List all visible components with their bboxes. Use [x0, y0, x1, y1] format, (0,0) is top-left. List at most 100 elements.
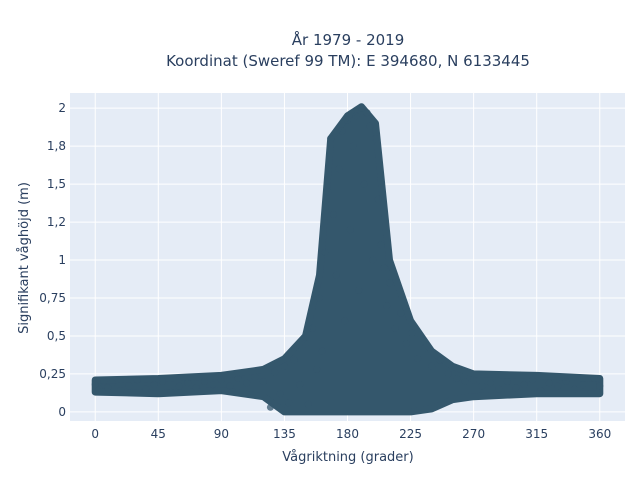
scatter-point: [529, 376, 536, 384]
x-axis-ticks: 0 45 90 135 180 225 270 315 360: [91, 427, 611, 441]
scatter-point: [503, 378, 511, 385]
x-tick-label: 0: [91, 427, 99, 441]
x-axis-label: Vågriktning (grader): [282, 450, 413, 465]
scatter-point: [234, 375, 242, 382]
scatter-point: [346, 226, 354, 234]
scatter-point: [444, 370, 452, 378]
chart-title-line-2: Koordinat (Sweref 99 TM): E 394680, N 61…: [166, 52, 530, 70]
scatter-point: [332, 271, 340, 279]
x-tick-label: 270: [462, 427, 485, 441]
scatter-point: [276, 390, 284, 398]
scatter-point: [266, 403, 274, 411]
scatter-point: [520, 381, 528, 389]
scatter-point: [512, 384, 520, 392]
scatter-point: [436, 356, 444, 364]
scatter-point: [391, 324, 399, 332]
scatter-point: [428, 362, 436, 370]
scatter-point: [470, 376, 478, 384]
scatter-point: [421, 344, 429, 352]
scatter-point: [579, 381, 587, 389]
scatter-point: [290, 356, 298, 364]
density-cloud-shape: [91, 103, 604, 416]
scatter-point: [209, 381, 217, 389]
scatter-point: [100, 378, 108, 385]
scatter-point: [243, 379, 251, 387]
scatter-point: [91, 381, 99, 389]
scatter-point: [397, 309, 405, 317]
scatter-point: [226, 382, 234, 390]
scatter-point: [358, 104, 365, 112]
scatter-point: [201, 378, 208, 385]
scatter-point: [554, 382, 562, 390]
scatter-point: [366, 122, 374, 130]
scatter-point: [377, 241, 385, 249]
scatter-point: [372, 135, 379, 143]
y-tick-label: 0,25: [39, 367, 66, 381]
scatter-point: [335, 165, 343, 173]
x-tick-label: 360: [588, 427, 611, 441]
scatter-point: [251, 373, 259, 381]
scatter-point: [321, 248, 329, 256]
scatter-point: [461, 378, 469, 385]
scatter-point: [309, 324, 316, 332]
y-tick-label: 1,2: [47, 215, 66, 229]
scatter-point: [355, 286, 363, 294]
y-axis-label: Signifikant våghöjd (m): [17, 182, 32, 334]
scatter-point: [349, 142, 357, 150]
y-axis-ticks: 0 0,25 0,5 0,75 1 1,2 1,5 1,8 2: [39, 101, 66, 419]
scatter-point: [596, 382, 604, 390]
scatter-point: [478, 382, 486, 390]
scatter-point: [341, 317, 349, 325]
scatter-point: [167, 388, 175, 396]
scatter-point: [95, 385, 103, 393]
y-tick-label: 0,5: [47, 329, 66, 343]
y-tick-label: 0,75: [39, 291, 66, 305]
scatter-point: [414, 355, 422, 363]
scatter-point: [571, 385, 578, 393]
scatter-point: [318, 347, 326, 355]
scatter-point: [217, 376, 225, 384]
x-tick-label: 180: [336, 427, 359, 441]
y-tick-label: 1: [58, 253, 66, 267]
scatter-point: [537, 387, 545, 395]
scatter-point: [545, 379, 553, 387]
x-tick-label: 135: [273, 427, 296, 441]
scatter-point: [285, 399, 293, 407]
scatter-point: [313, 365, 321, 373]
scatter-point: [302, 340, 309, 348]
y-tick-label: 1,5: [47, 177, 66, 191]
scatter-point: [408, 329, 416, 337]
scatter-point: [360, 180, 368, 188]
scatter-point: [271, 368, 279, 376]
scatter-point: [338, 127, 346, 135]
scatter-point: [304, 400, 312, 408]
scatter-point: [402, 340, 410, 348]
scatter-point: [142, 385, 150, 393]
scatter-point: [453, 375, 461, 382]
y-tick-label: 2: [58, 101, 66, 115]
scatter-point: [383, 302, 391, 310]
y-tick-label: 1,8: [47, 139, 66, 153]
scatter-point: [159, 378, 166, 385]
scatter-point: [369, 256, 377, 264]
scatter-point: [133, 376, 141, 384]
scatter-point: [562, 378, 570, 385]
scatter-point: [386, 279, 393, 287]
scatter-point: [125, 382, 133, 390]
x-tick-label: 45: [151, 427, 166, 441]
scatter-point: [374, 195, 382, 203]
x-tick-label: 225: [399, 427, 422, 441]
scatter-point: [184, 379, 192, 387]
scatter-point: [590, 375, 598, 382]
x-tick-label: 315: [525, 427, 548, 441]
chart-title-line-1: År 1979 - 2019: [292, 30, 405, 49]
scatter-point: [587, 388, 595, 396]
scatter-point: [280, 362, 288, 370]
scatter-point: [192, 384, 200, 392]
scatter-point: [495, 385, 503, 393]
scatter-point: [363, 109, 371, 117]
scatter-point: [104, 384, 112, 392]
scatter-point: [175, 382, 183, 390]
x-tick-label: 90: [214, 427, 229, 441]
scatter-point: [352, 112, 360, 120]
